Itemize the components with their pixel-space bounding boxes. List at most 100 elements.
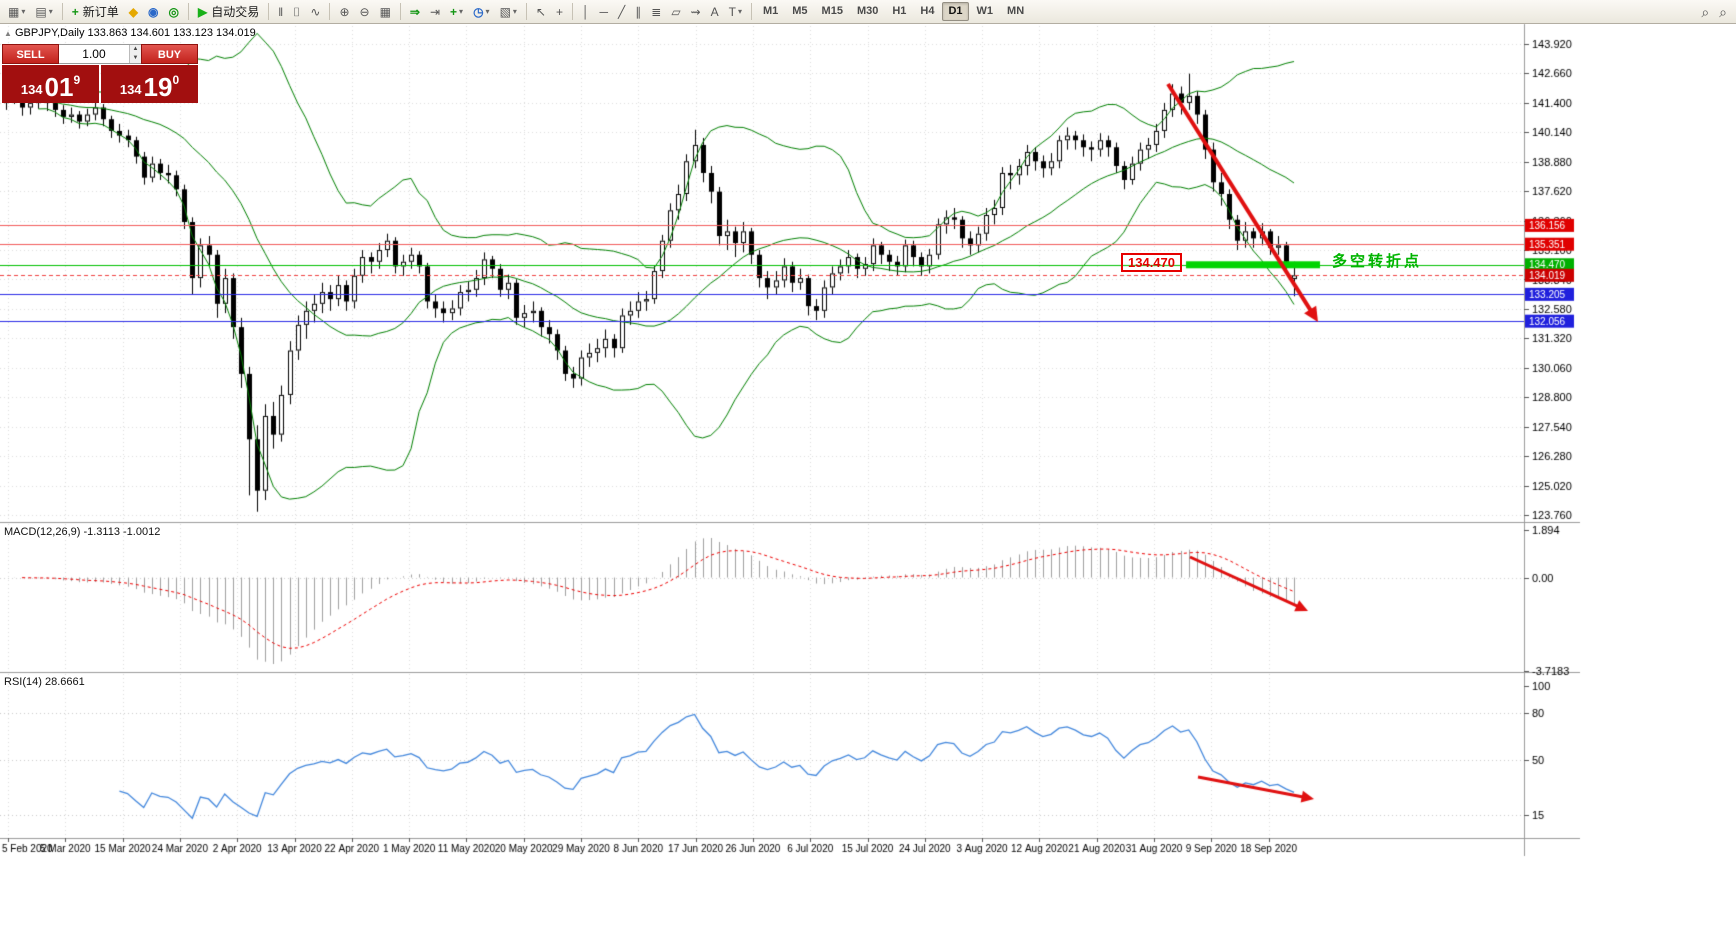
new-order-label: 新订单 [82, 5, 119, 19]
toolbar-groups: ▦ ▾ ▤ ▾ + 新订单 ◆ ◉ ◎ ▶ 自动交易 ‖ ⌷ ∿ ⊕ ⊖ ▦ ⇒ ⇥ + ▾ ◷ ▾ ▧ ▾ ↖ + │ ─ ╱ ∥ ≣ ▱ ⇝ A… [3, 0, 1031, 23]
new-order-button[interactable]: + 新订单 [68, 2, 123, 22]
one-click-collapse-icon[interactable]: ▲ [4, 29, 12, 38]
text-tool-button[interactable]: T ▾ [725, 2, 746, 22]
new-chart-icon: ▦ [8, 4, 20, 19]
chart-ohlc-header: GBPJPY,Daily 133.863 134.601 133.123 134… [15, 27, 256, 39]
line-chart-icon: ∿ [310, 4, 321, 19]
timeframe-h4-button[interactable]: H4 [920, 5, 935, 17]
line-chart-button[interactable]: ∿ [306, 2, 324, 22]
dropdown-caret-icon: ▾ [48, 7, 53, 16]
arrows-tool-icon: ⇝ [690, 4, 701, 19]
shapes-button[interactable]: ▱ [667, 2, 684, 22]
trendline-icon: ╱ [618, 4, 626, 19]
indicators-list-button[interactable]: + ▾ [446, 2, 467, 22]
equidistant-channel-button[interactable]: ∥ [631, 2, 645, 22]
buy-button[interactable]: BUY [141, 44, 198, 64]
timeframe-h1-button[interactable]: H1 [892, 5, 907, 17]
quick-search-button[interactable]: ⌕ [1715, 2, 1731, 22]
navigator-button[interactable]: ◎ [164, 2, 182, 22]
toolbar-separator [187, 3, 189, 20]
sell-button[interactable]: SELL [2, 44, 59, 64]
zoom-out-button[interactable]: ⊖ [356, 2, 374, 22]
fibonacci-button[interactable]: ≣ [647, 2, 665, 22]
zoom-in-button[interactable]: ⊕ [335, 2, 353, 22]
toolbar-separator [61, 3, 63, 20]
zoom-in-icon: ⊕ [339, 4, 350, 19]
horizontal-line-button[interactable]: ─ [596, 2, 613, 22]
quick-search-icon: ⌕ [1719, 4, 1727, 20]
periods-button[interactable]: ◷ ▾ [469, 2, 494, 22]
toolbar-separator [399, 3, 401, 20]
search-icon: ⌕ [1701, 4, 1710, 20]
navigator-icon: ◎ [168, 4, 179, 19]
periods-icon: ◷ [473, 4, 484, 19]
timeframe-m1-button[interactable]: M1 [762, 5, 779, 17]
templates-button[interactable]: ▧ ▾ [496, 2, 521, 22]
metaeditor-icon: ◆ [128, 4, 138, 19]
indicators-list-icon: + [450, 4, 458, 19]
bid-price-major: 134 [20, 82, 43, 97]
bar-chart-icon: ‖ [278, 4, 284, 19]
level-price-label[interactable]: 134.470 [1121, 253, 1182, 272]
volume-input[interactable] [59, 45, 129, 63]
timeframe-m15-button[interactable]: M15 [821, 5, 843, 17]
toolbar-separator [525, 3, 527, 20]
autotrading-button[interactable]: ▶ 自动交易 [194, 2, 263, 22]
vertical-line-button[interactable]: │ [578, 2, 594, 22]
volume-up-icon[interactable]: ▲ [132, 46, 139, 52]
auto-scroll-button[interactable]: ⇒ [406, 2, 424, 22]
one-click-trading-panel: SELL ▲ ▼ BUY 134 01 9 134 19 0 [2, 44, 198, 103]
crosshair-button[interactable]: + [552, 2, 567, 22]
toolbar-right-icons: ⌕ ⌕ [1696, 2, 1732, 22]
auto-scroll-icon: ⇒ [409, 4, 420, 19]
toolbar-separator [329, 3, 331, 20]
timeframe-d1-button[interactable]: D1 [942, 2, 969, 21]
text-label-button[interactable]: A [707, 2, 723, 22]
volume-down-icon[interactable]: ▼ [132, 55, 139, 61]
candlestick-chart-button[interactable]: ⌷ [289, 2, 304, 22]
dropdown-caret-icon: ▾ [21, 7, 26, 16]
toolbar-separator [750, 3, 752, 20]
templates-icon: ▧ [499, 4, 511, 19]
equidistant-channel-icon: ∥ [635, 4, 642, 19]
cursor-button[interactable]: ↖ [532, 2, 550, 22]
zoom-out-icon: ⊖ [359, 4, 370, 19]
ask-price-major: 134 [119, 82, 142, 97]
market-watch-button[interactable]: ◉ [144, 2, 162, 22]
tile-windows-icon: ▦ [379, 4, 391, 19]
timeframe-mn-button[interactable]: MN [1007, 5, 1025, 17]
crosshair-icon: + [555, 4, 563, 19]
arrows-tool-button[interactable]: ⇝ [687, 2, 705, 22]
metaeditor-button[interactable]: ◆ [125, 2, 142, 22]
horizontal-line-icon: ─ [599, 4, 609, 19]
cursor-icon: ↖ [535, 4, 546, 19]
rsi-indicator-label: RSI(14) 28.6661 [4, 676, 85, 688]
market-watch-icon: ◉ [147, 4, 159, 19]
fibonacci-icon: ≣ [651, 4, 662, 19]
profiles-button[interactable]: ▤ ▾ [31, 2, 56, 22]
search-button[interactable]: ⌕ [1697, 2, 1713, 22]
bid-price-pips: 01 [44, 72, 74, 102]
tile-windows-button[interactable]: ▦ [376, 2, 395, 22]
ask-price-panel[interactable]: 134 19 0 [101, 65, 198, 103]
trendline-button[interactable]: ╱ [614, 2, 629, 22]
timeframe-m30-button[interactable]: M30 [856, 5, 879, 17]
timeframe-m5-button[interactable]: M5 [792, 5, 808, 17]
bid-price-point: 9 [73, 73, 81, 87]
ask-price-pips: 19 [143, 72, 173, 102]
candlestick-chart-icon: ⌷ [293, 4, 301, 19]
chart-shift-button[interactable]: ⇥ [426, 2, 444, 22]
toolbar-separator [268, 3, 270, 20]
autotrading-icon: ▶ [197, 4, 208, 19]
chart-shift-icon: ⇥ [429, 4, 441, 19]
bar-chart-button[interactable]: ‖ [274, 2, 287, 22]
turning-point-label[interactable]: 多空转折点 [1332, 253, 1423, 270]
timeframe-w1-button[interactable]: W1 [976, 5, 994, 17]
bid-price-panel[interactable]: 134 01 9 [2, 65, 99, 103]
dropdown-caret-icon: ▾ [485, 7, 490, 16]
shapes-icon: ▱ [671, 4, 681, 19]
profiles-icon: ▤ [35, 4, 47, 19]
new-chart-button[interactable]: ▦ ▾ [4, 2, 29, 22]
